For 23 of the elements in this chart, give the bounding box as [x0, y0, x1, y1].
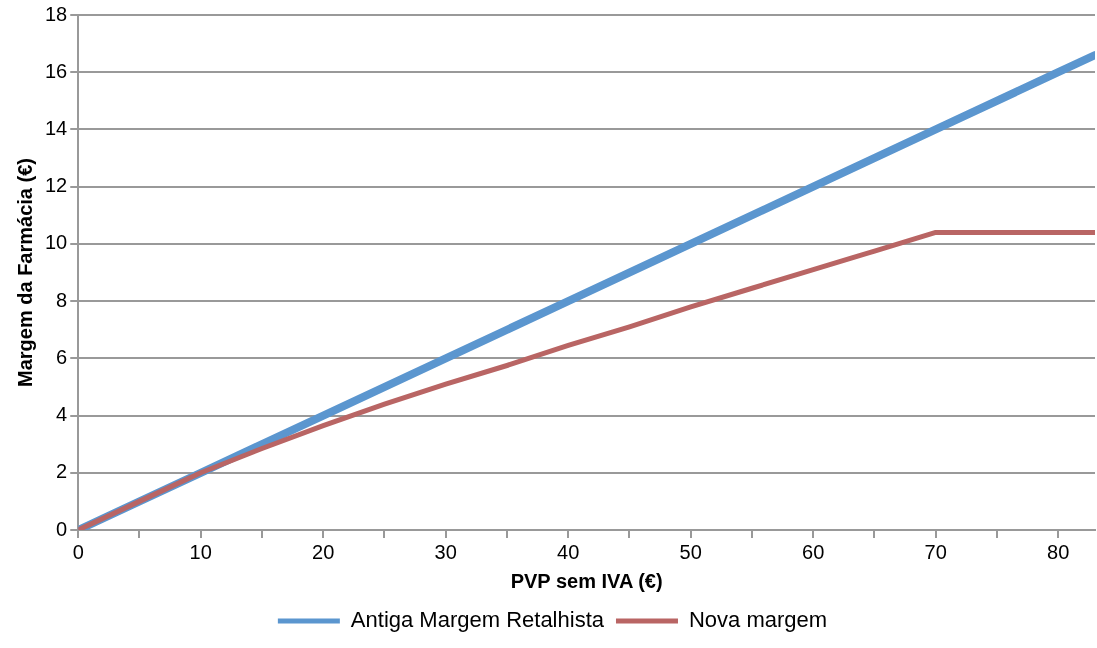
- x-tick-label: 60: [802, 540, 825, 563]
- y-tick-label: 4: [56, 403, 68, 426]
- x-tick-label: 40: [557, 540, 580, 563]
- x-tick-label: 70: [924, 540, 947, 563]
- x-axis-title: PVP sem IVA (€): [510, 569, 663, 592]
- legend-label: Nova margem: [688, 607, 828, 633]
- y-tick-label: 14: [45, 116, 68, 139]
- x-tick-label: 80: [1047, 540, 1070, 563]
- y-tick-label: 18: [45, 2, 68, 25]
- x-tick-label: 0: [72, 540, 84, 563]
- x-tick-label: 30: [434, 540, 457, 563]
- x-tick-label: 10: [189, 540, 212, 563]
- y-tick-label: 0: [56, 517, 68, 540]
- y-tick-label: 16: [45, 59, 68, 82]
- x-tick-label: 50: [679, 540, 702, 563]
- x-tick-label: 20: [312, 540, 335, 563]
- y-tick-label: 2: [56, 460, 68, 483]
- y-tick-label: 8: [56, 288, 68, 311]
- legend-label: Antiga Margem Retalhista: [350, 607, 605, 633]
- y-axis-title: Margem da Farmácia (€): [13, 158, 36, 387]
- y-tick-label: 6: [56, 345, 68, 368]
- y-tick-label: 10: [45, 231, 68, 254]
- y-tick-label: 12: [45, 174, 68, 197]
